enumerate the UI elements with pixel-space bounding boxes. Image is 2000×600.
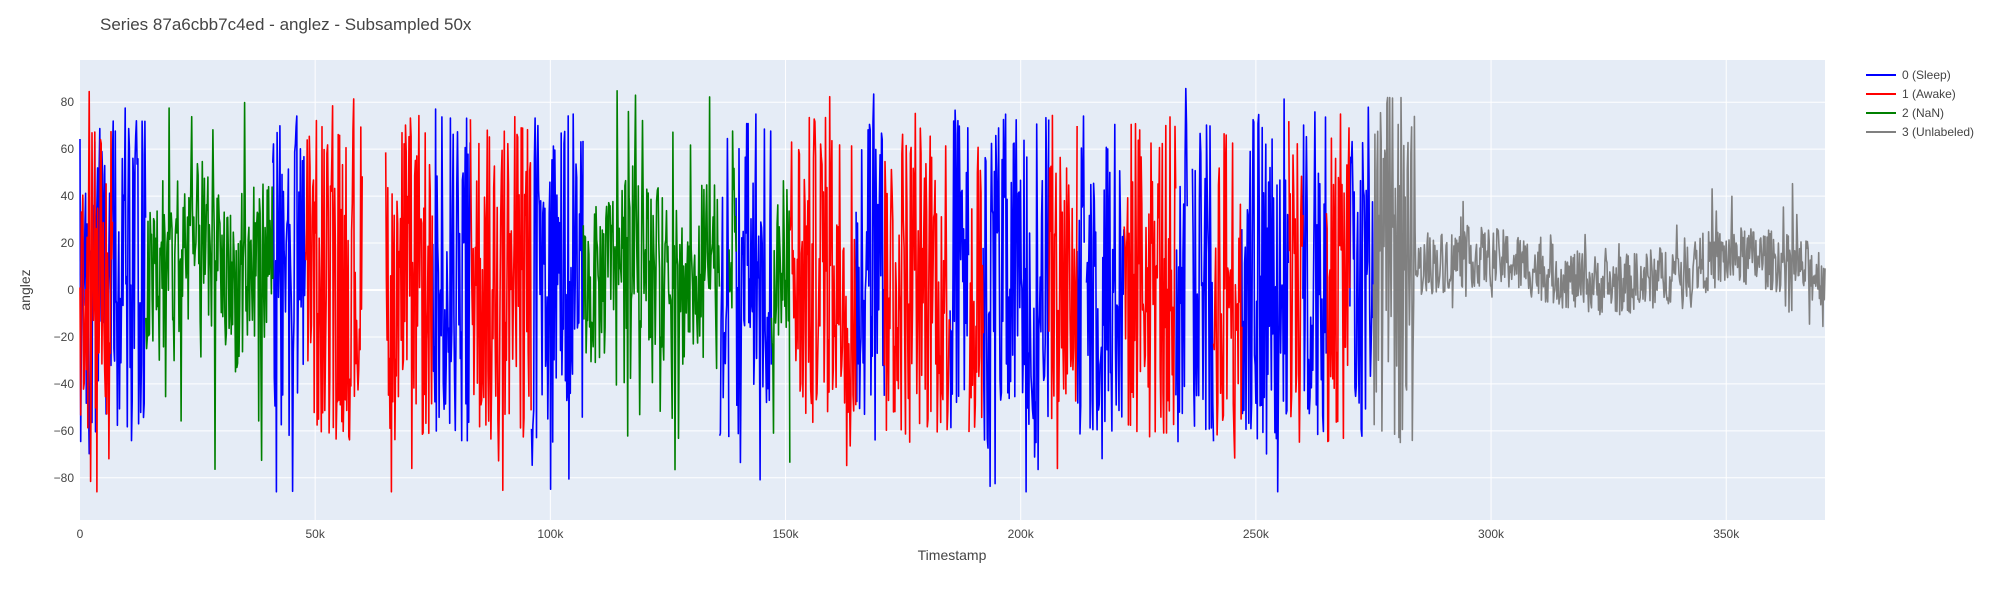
series-line[interactable]	[718, 137, 730, 438]
series-line[interactable]	[1048, 114, 1078, 470]
series-line[interactable]	[789, 95, 857, 467]
x-tick-label: 150k	[773, 527, 800, 541]
traces	[79, 87, 1826, 493]
y-tick-label: 20	[61, 236, 75, 250]
y-tick-label: 0	[67, 283, 74, 297]
series-line[interactable]	[469, 115, 532, 492]
x-axis-title: Timestamp	[918, 547, 987, 563]
series-line[interactable]	[305, 98, 363, 441]
series-line[interactable]	[384, 114, 434, 493]
series-line[interactable]	[982, 113, 1050, 493]
series-line[interactable]	[145, 101, 274, 470]
series-line[interactable]	[432, 108, 471, 442]
y-tick-label: −20	[54, 330, 75, 344]
y-tick-label: 40	[61, 189, 75, 203]
series-line[interactable]	[582, 90, 721, 471]
legend: 0 (Sleep) 1 (Awake) 2 (NaN) 3 (Unlabeled)	[1866, 68, 1974, 139]
x-tick-label: 300k	[1478, 527, 1505, 541]
y-tick-label: 60	[61, 142, 75, 156]
series-line[interactable]	[1123, 116, 1177, 438]
x-tick-label: 250k	[1243, 527, 1270, 541]
series-line[interactable]	[735, 113, 773, 481]
legend-label[interactable]: 0 (Sleep)	[1902, 68, 1951, 82]
y-tick-label: 80	[61, 95, 75, 109]
series-line[interactable]	[79, 90, 114, 493]
series-line[interactable]	[728, 130, 737, 309]
chart-title: Series 87a6cbb7c4ed - anglez - Subsample…	[100, 15, 472, 34]
x-tick-label: 0	[77, 527, 84, 541]
y-tick-label: −40	[54, 377, 75, 391]
y-axis: −80 −60 −40 −20 0 20 40 60 80	[54, 95, 75, 485]
legend-label[interactable]: 3 (Unlabeled)	[1902, 125, 1974, 139]
series-line[interactable]	[1241, 98, 1290, 493]
x-tick-label: 50k	[305, 527, 325, 541]
series-line[interactable]	[1325, 113, 1351, 443]
series-line[interactable]	[770, 180, 791, 463]
series-line[interactable]	[949, 109, 970, 429]
series-line[interactable]	[1085, 123, 1125, 460]
y-axis-title: anglez	[17, 269, 33, 310]
series-line[interactable]	[272, 115, 307, 493]
series-line[interactable]	[1349, 106, 1374, 437]
x-tick-label: 350k	[1713, 527, 1740, 541]
x-axis: 0 50k 100k 150k 200k 250k 300k 350k	[77, 527, 1741, 541]
x-tick-label: 200k	[1008, 527, 1035, 541]
legend-label[interactable]: 2 (NaN)	[1902, 106, 1944, 120]
series-line[interactable]	[968, 146, 984, 433]
y-tick-label: −80	[54, 471, 75, 485]
series-line[interactable]	[1076, 115, 1085, 435]
series-line[interactable]	[1191, 124, 1215, 442]
series-line[interactable]	[1212, 133, 1243, 459]
series-line[interactable]	[855, 93, 886, 441]
series-line[interactable]	[1302, 111, 1327, 436]
series-line[interactable]	[883, 112, 951, 443]
y-tick-label: −60	[54, 424, 75, 438]
series-line[interactable]	[530, 113, 584, 490]
series-line[interactable]	[1288, 121, 1304, 443]
legend-label[interactable]: 1 (Awake)	[1902, 87, 1956, 101]
series-line[interactable]	[1372, 96, 1826, 444]
series-line[interactable]	[1175, 87, 1188, 443]
x-tick-label: 100k	[537, 527, 564, 541]
